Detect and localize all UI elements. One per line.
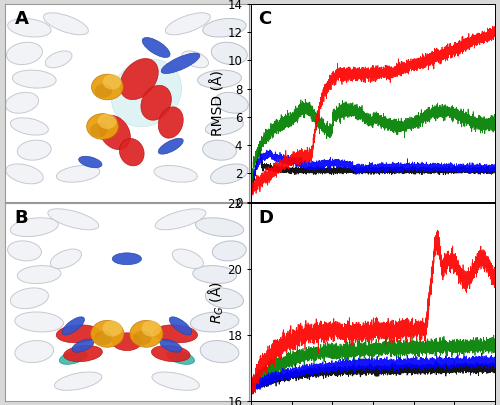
Circle shape xyxy=(102,320,122,337)
Ellipse shape xyxy=(161,53,200,74)
Ellipse shape xyxy=(6,92,38,113)
Ellipse shape xyxy=(166,13,210,35)
Ellipse shape xyxy=(152,345,190,362)
Ellipse shape xyxy=(182,51,208,68)
Circle shape xyxy=(94,330,112,345)
Ellipse shape xyxy=(215,92,248,113)
Ellipse shape xyxy=(210,164,248,184)
Ellipse shape xyxy=(200,341,239,362)
Ellipse shape xyxy=(166,351,194,365)
Ellipse shape xyxy=(54,372,102,390)
Ellipse shape xyxy=(202,19,246,37)
Circle shape xyxy=(86,114,118,139)
Text: B: B xyxy=(15,209,28,228)
Ellipse shape xyxy=(15,312,64,332)
Ellipse shape xyxy=(10,218,58,237)
Text: D: D xyxy=(258,209,274,228)
Ellipse shape xyxy=(170,317,192,335)
Ellipse shape xyxy=(6,164,43,184)
Ellipse shape xyxy=(120,59,158,100)
Ellipse shape xyxy=(154,325,198,343)
Ellipse shape xyxy=(50,249,82,269)
Ellipse shape xyxy=(154,166,198,182)
Text: A: A xyxy=(15,10,28,28)
Ellipse shape xyxy=(196,218,244,237)
Ellipse shape xyxy=(142,38,170,58)
Ellipse shape xyxy=(172,249,204,269)
Ellipse shape xyxy=(155,209,206,230)
Ellipse shape xyxy=(141,85,172,120)
Y-axis label: $R_G$ (Å): $R_G$ (Å) xyxy=(206,281,226,324)
Ellipse shape xyxy=(8,19,51,37)
Ellipse shape xyxy=(160,339,182,352)
Circle shape xyxy=(92,74,123,100)
Ellipse shape xyxy=(190,312,239,332)
Ellipse shape xyxy=(198,70,242,88)
Ellipse shape xyxy=(15,341,54,362)
Ellipse shape xyxy=(112,333,142,351)
Ellipse shape xyxy=(60,351,87,365)
Ellipse shape xyxy=(78,156,102,168)
Ellipse shape xyxy=(10,118,48,135)
Circle shape xyxy=(142,320,162,337)
Ellipse shape xyxy=(202,140,236,160)
Ellipse shape xyxy=(158,139,184,154)
Ellipse shape xyxy=(6,42,43,64)
Ellipse shape xyxy=(158,107,183,138)
Text: C: C xyxy=(258,10,272,28)
Circle shape xyxy=(90,123,108,137)
Ellipse shape xyxy=(12,70,56,88)
Ellipse shape xyxy=(99,115,130,149)
Ellipse shape xyxy=(206,288,244,309)
Ellipse shape xyxy=(152,372,200,390)
Ellipse shape xyxy=(8,241,42,261)
Circle shape xyxy=(102,74,122,90)
Ellipse shape xyxy=(72,339,94,352)
Ellipse shape xyxy=(18,266,61,284)
Ellipse shape xyxy=(193,266,236,284)
Ellipse shape xyxy=(120,139,144,166)
Ellipse shape xyxy=(212,42,248,64)
Y-axis label: RMSD (Å): RMSD (Å) xyxy=(212,70,226,136)
Ellipse shape xyxy=(64,345,102,362)
Ellipse shape xyxy=(56,166,100,182)
Circle shape xyxy=(133,330,152,345)
Ellipse shape xyxy=(18,140,51,160)
Circle shape xyxy=(98,114,117,129)
Ellipse shape xyxy=(212,241,246,261)
Ellipse shape xyxy=(48,209,98,230)
Ellipse shape xyxy=(56,325,100,343)
Ellipse shape xyxy=(44,13,88,35)
Ellipse shape xyxy=(111,59,182,127)
Ellipse shape xyxy=(206,118,244,135)
Circle shape xyxy=(91,320,124,347)
Circle shape xyxy=(130,320,163,347)
Ellipse shape xyxy=(46,51,72,68)
Ellipse shape xyxy=(10,288,48,309)
Ellipse shape xyxy=(112,253,142,265)
Circle shape xyxy=(94,84,112,98)
Ellipse shape xyxy=(62,317,84,335)
